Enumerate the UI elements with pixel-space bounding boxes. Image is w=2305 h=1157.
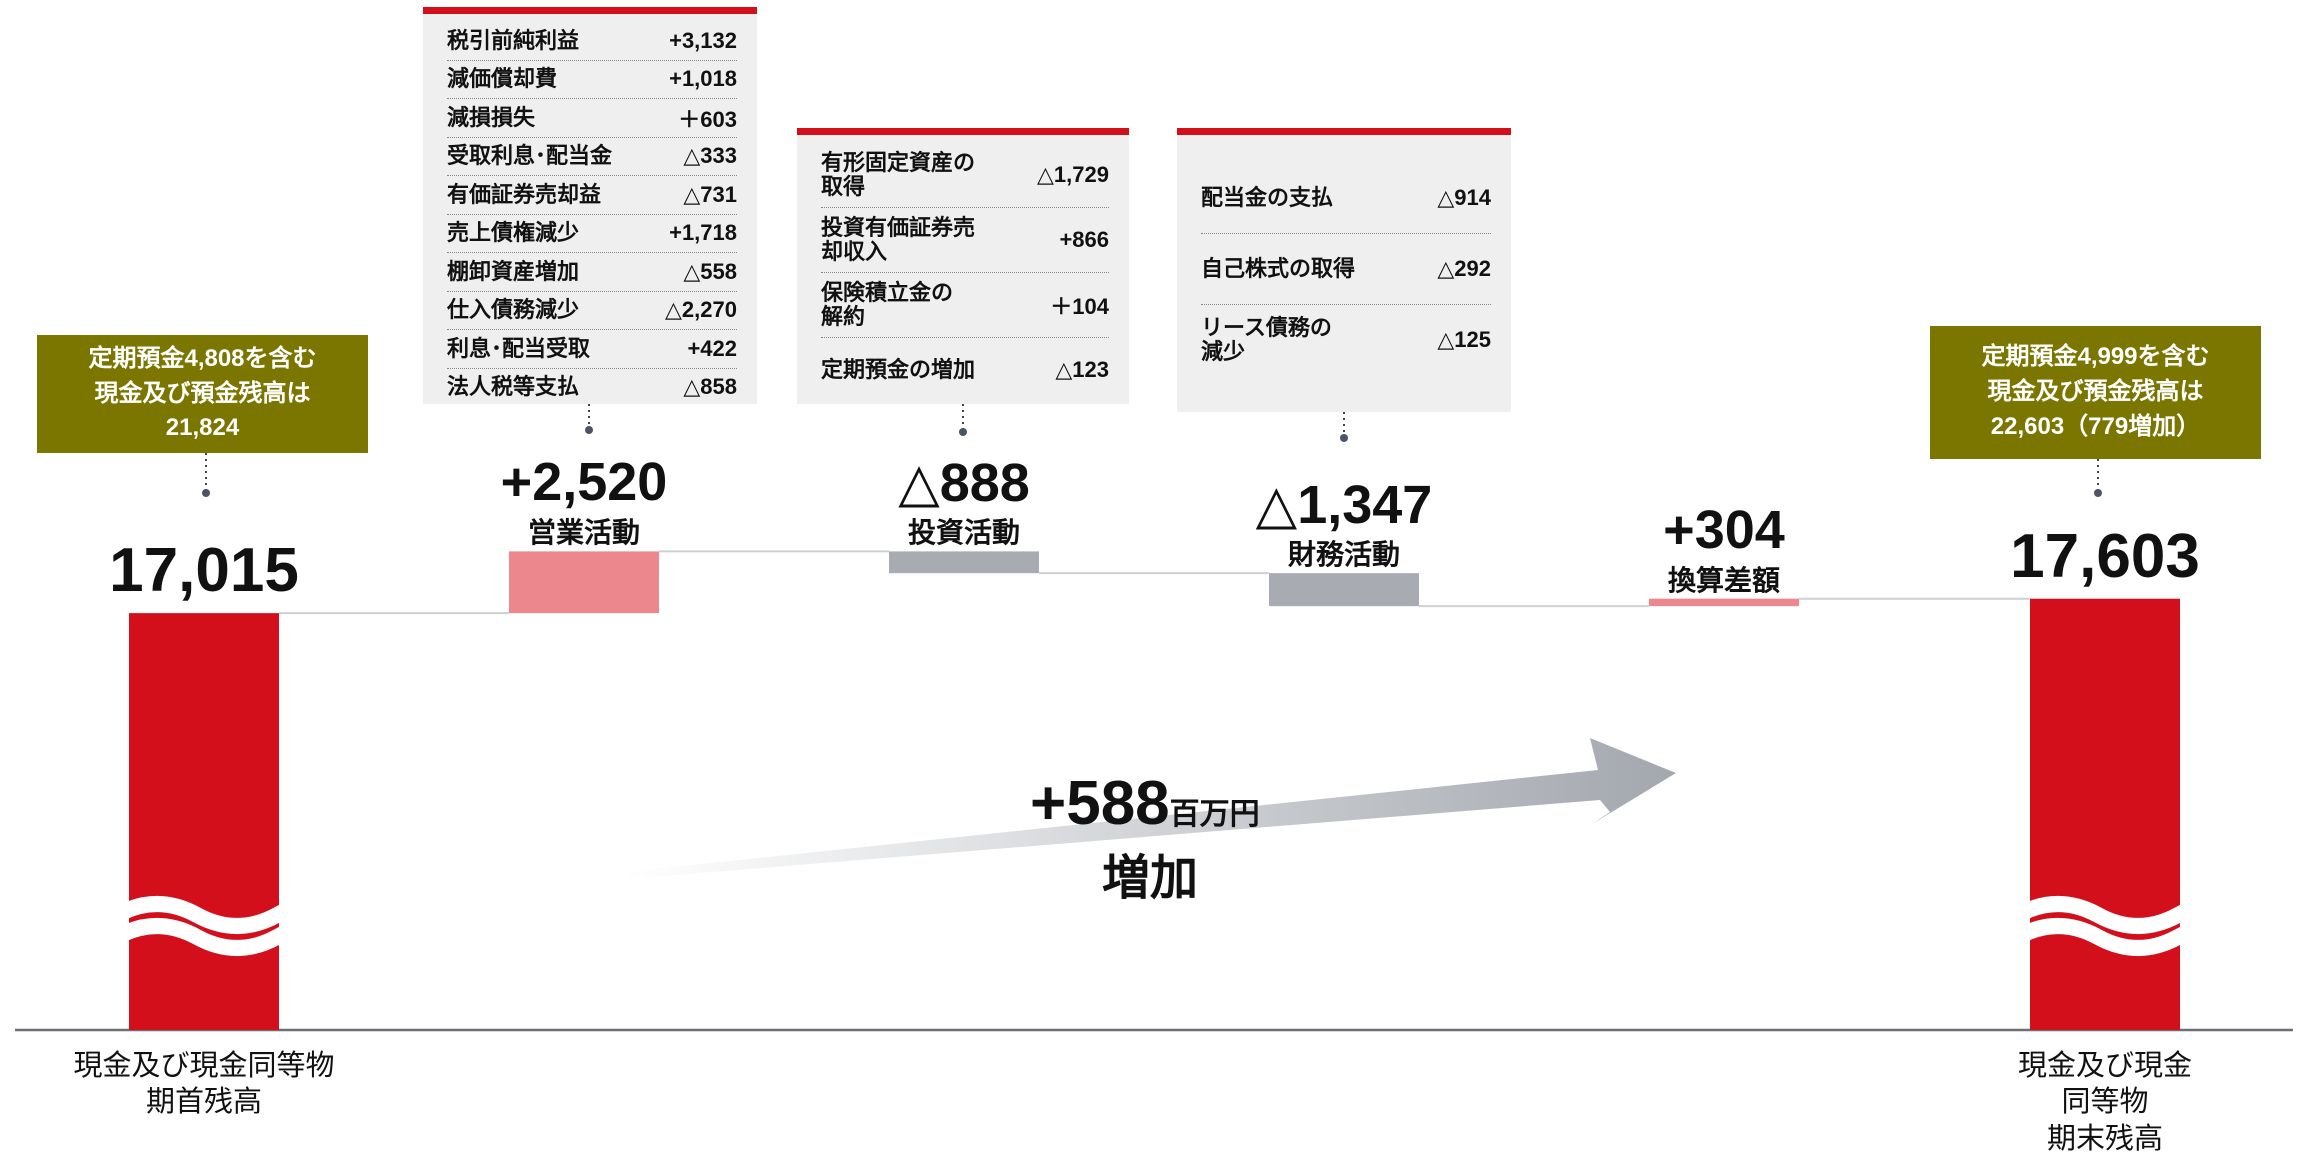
category-label: 営業活動	[527, 517, 641, 549]
detail-name: 有価証券売却益	[447, 181, 602, 207]
detail-amount: △125	[1437, 327, 1491, 352]
bar	[889, 551, 1039, 574]
bar	[129, 613, 279, 1030]
detail-name: 有形固定資産の 取得	[821, 149, 976, 199]
detail-amount: △558	[683, 258, 737, 284]
detail-amount: ＋104	[1050, 294, 1109, 319]
detail-name: 投資有価証券売 却収入	[821, 214, 976, 264]
arrow-label: 増加	[1102, 852, 1199, 905]
detail-box: 有形固定資産の 取得 △1,729 投資有価証券売 却収入 +866 保険積立金の 解約…	[797, 128, 1129, 404]
detail-name: 法人税等支払	[447, 374, 580, 400]
category-label: 現金及び現金同等物 期首残高	[73, 1050, 335, 1119]
detail-name: 税引前純利益	[447, 27, 580, 53]
chart	[15, 404, 2293, 1032]
axis-break	[113, 896, 361, 956]
detail-amount: △123	[1055, 357, 1109, 382]
detail-name: 配当金の支払	[1201, 184, 1334, 210]
bar	[1269, 573, 1419, 607]
arrow-value: +588	[1030, 769, 1170, 838]
detail-name: 定期預金の増加	[821, 356, 976, 382]
detail-amount: ＋603	[678, 106, 737, 132]
value-label: 17,603	[2010, 521, 2200, 591]
axis-break	[2014, 896, 2262, 956]
detail-name: 利息･配当受取	[447, 335, 591, 361]
value-label: △1,347	[1255, 475, 1433, 536]
detail-row: 利息･配当受取 +422	[447, 330, 737, 369]
value-label: +304	[1663, 499, 1785, 560]
detail-amount: +3,132	[669, 27, 737, 53]
detail-name: 棚卸資産増加	[447, 258, 580, 284]
detail-name: 受取利息･配当金	[447, 143, 613, 169]
detail-row: 売上債権減少 +1,718	[447, 215, 737, 253]
detail-amount: △858	[683, 374, 737, 400]
bar	[1649, 598, 1799, 607]
detail-row: 自己株式の取得 △292	[1201, 234, 1491, 305]
detail-row: 有価証券売却益 △731	[447, 176, 737, 215]
detail-name: 売上債権減少	[447, 220, 580, 246]
detail-row: 定期預金の増加 △123	[821, 338, 1109, 402]
category-label: 換算差額	[1667, 564, 1781, 596]
detail-row: リース債務の 減少 △125	[1201, 305, 1491, 375]
dots	[202, 426, 2102, 497]
category-label: 現金及び現金同等物 期末残高	[2017, 1050, 2192, 1155]
detail-name: 仕入債務減少	[447, 297, 580, 323]
detail-amount: △2,270	[665, 297, 737, 323]
detail-box: 配当金の支払 △914 自己株式の取得 △292 リース債務の 減少 △125	[1177, 128, 1511, 412]
detail-row: 棚卸資産増加 △558	[447, 253, 737, 292]
detail-row: 投資有価証券売 却収入 +866	[821, 208, 1109, 273]
detail-name: 減価償却費	[447, 66, 558, 92]
value-label: △888	[898, 453, 1030, 514]
connectors	[205, 404, 2099, 492]
detail-row: 配当金の支払 △914	[1201, 163, 1491, 234]
value-label: 17,015	[109, 536, 299, 606]
detail-amount: +1,718	[669, 220, 737, 246]
detail-row: 法人税等支払 △858	[447, 369, 737, 407]
detail-amount: +866	[1059, 227, 1109, 252]
value-label: +2,520	[500, 452, 668, 513]
bars	[113, 550, 2262, 1030]
detail-amount: △914	[1437, 185, 1491, 210]
detail-row: 減損損失 ＋603	[447, 99, 737, 138]
annotation: 定期預金4,808を含む 現金及び預金残高は 21,824	[37, 335, 368, 453]
category-label: 財務活動	[1287, 539, 1401, 571]
detail-name: 減損損失	[447, 104, 536, 130]
detail-row: 仕入債務減少 △2,270	[447, 292, 737, 330]
annotation: 定期預金4,999を含む 現金及び預金残高は 22,603（779増加）	[1930, 326, 2261, 459]
detail-row: 有形固定資産の 取得 △1,729	[821, 143, 1109, 208]
detail-name: リース債務の 減少	[1201, 314, 1332, 364]
detail-box: 税引前純利益 +3,132 減価償却費 +1,018 減損損失 ＋603 受取利息･配当金 △…	[423, 7, 757, 404]
bar	[2030, 598, 2180, 1030]
arrow-text: +588百万円	[1030, 768, 1260, 839]
detail-row: 保険積立金の 解約 ＋104	[821, 273, 1109, 338]
detail-row: 受取利息･配当金 △333	[447, 138, 737, 176]
detail-amount: +422	[687, 335, 737, 361]
detail-amount: △333	[683, 143, 737, 169]
category-label: 投資活動	[907, 517, 1021, 549]
detail-row: 税引前純利益 +3,132	[447, 22, 737, 61]
detail-name: 自己株式の取得	[1201, 255, 1356, 281]
detail-amount: △1,729	[1037, 162, 1109, 187]
detail-amount: △731	[683, 181, 737, 207]
arrow-unit: 百万円	[1169, 798, 1260, 831]
bar	[509, 551, 659, 614]
detail-row: 減価償却費 +1,018	[447, 61, 737, 99]
increase-arrow	[625, 738, 1676, 879]
detail-name: 保険積立金の 解約	[821, 279, 954, 329]
detail-amount: +1,018	[669, 66, 737, 92]
detail-amount: △292	[1437, 256, 1491, 281]
page: 税引前純利益 +3,132 減価償却費 +1,018 減損損失 ＋603 受取利息･配当金 △…	[15, 7, 2293, 1155]
